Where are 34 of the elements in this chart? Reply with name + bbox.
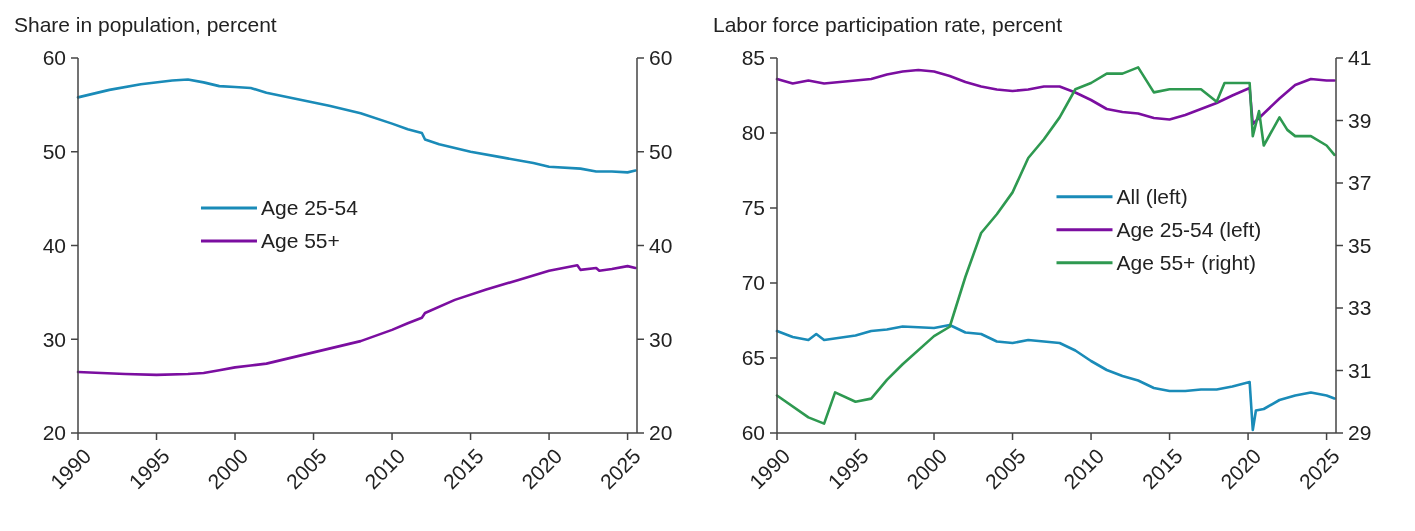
y-tick-label: 70 (741, 271, 765, 295)
y2-tick-label: 35 (1348, 233, 1372, 257)
line-series (76, 78, 637, 174)
y-tick-label: 85 (741, 46, 765, 70)
legend-label: Age 55+ (right) (1116, 251, 1256, 275)
y2-tick-label: 40 (649, 233, 673, 257)
y2-tick-label: 33 (1348, 296, 1372, 320)
y-tick-label: 40 (42, 233, 66, 257)
y2-tick-label: 50 (649, 140, 673, 164)
y2-tick-label: 30 (649, 327, 673, 351)
y2-tick-label: 20 (649, 421, 673, 445)
chart-title: Labor force participation rate, percent (713, 13, 1063, 36)
line-series (76, 263, 637, 377)
legend-label: Age 25-54 (left) (1116, 218, 1262, 242)
line-series (775, 68, 1336, 126)
y-tick-label: 80 (741, 121, 765, 145)
y2-tick-label: 39 (1348, 108, 1372, 132)
y-tick-label: 60 (42, 46, 66, 70)
legend-label: Age 25-54 (260, 196, 359, 220)
y-tick-label: 75 (741, 196, 765, 220)
legend-label: Age 55+ (260, 229, 340, 253)
y2-tick-label: 29 (1348, 421, 1372, 445)
y-tick-label: 60 (741, 421, 765, 445)
y2-tick-label: 60 (649, 46, 673, 70)
y2-tick-label: 31 (1348, 358, 1372, 382)
legend-label: All (left) (1116, 185, 1188, 209)
y-tick-label: 20 (42, 421, 66, 445)
y-tick-label: 50 (42, 140, 66, 164)
line-series (775, 66, 1336, 425)
chart-title: Share in population, percent (14, 13, 277, 36)
y2-tick-label: 37 (1348, 171, 1372, 195)
y-tick-label: 30 (42, 327, 66, 351)
y-tick-label: 65 (741, 346, 765, 370)
y2-tick-label: 41 (1348, 46, 1372, 70)
